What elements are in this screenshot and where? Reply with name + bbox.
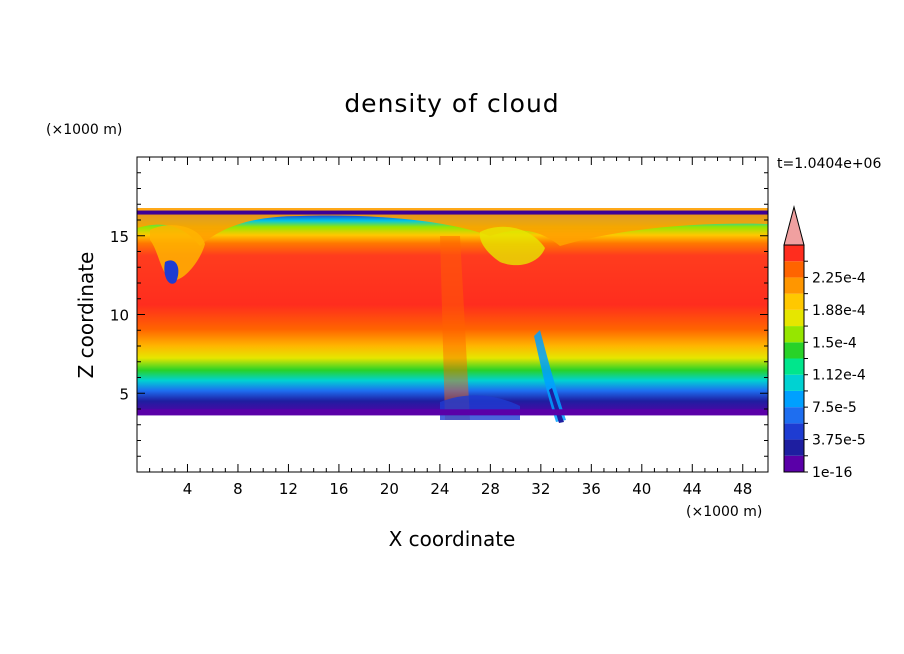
x-tick-label: 16	[329, 480, 348, 498]
cloud-top-band	[137, 210, 768, 215]
time-label: t=1.0404e+06	[777, 156, 881, 172]
y-tick-label: 15	[110, 228, 129, 246]
y-axis-unit: (×1000 m)	[46, 122, 122, 138]
colorbar-swatch	[784, 439, 804, 456]
chart-title: density of cloud	[344, 89, 559, 118]
colorbar-tick-label: 1.12e-4	[812, 368, 866, 384]
x-tick-label: 4	[183, 480, 193, 498]
x-tick-label: 12	[279, 480, 298, 498]
colorbar-swatch	[784, 293, 804, 310]
colorbar-tick-label: 1.5e-4	[812, 335, 857, 351]
colorbar-swatch	[784, 261, 804, 278]
x-axis-label: X coordinate	[389, 527, 516, 551]
colorbar-swatch	[784, 309, 804, 327]
colorbar-swatch	[784, 455, 804, 472]
colorbar-swatch	[784, 326, 804, 343]
x-tick-label: 32	[531, 480, 550, 498]
colorbar-tick-label: 2.25e-4	[812, 270, 866, 286]
x-tick-label: 28	[481, 480, 500, 498]
x-axis-ticks: 4 8 12 16 20 24 28 32 36 40 44 48	[149, 157, 756, 498]
cloud-base-band	[137, 409, 768, 416]
x-tick-label: 8	[233, 480, 243, 498]
cloud-top-dark-band	[137, 208, 768, 246]
colorbar: 1e-16 3.75e-5 7.5e-5 1.12e-4 1.5e-4 1.88e-4 2.…	[783, 205, 866, 481]
x-tick-label: 24	[430, 480, 449, 498]
density-field	[137, 208, 768, 423]
eddy-left	[150, 225, 205, 281]
x-tick-label: 20	[380, 480, 399, 498]
colorbar-tick-label: 3.75e-5	[812, 433, 866, 449]
y-tick-label: 5	[119, 385, 129, 403]
colorbar-over-arrow	[783, 205, 805, 246]
vertical-band	[440, 236, 470, 420]
y-tick-label: 10	[110, 307, 129, 325]
eddy-left-core	[164, 260, 179, 284]
colorbar-swatch	[784, 423, 804, 440]
colorbar-tick-label: 1.88e-4	[812, 303, 866, 319]
x-tick-label: 36	[582, 480, 601, 498]
x-tick-label: 44	[683, 480, 702, 498]
y-axis-label: Z coordinate	[74, 252, 98, 379]
colorbar-swatch	[784, 245, 804, 262]
cloud-layer	[137, 210, 768, 416]
colorbar-swatch	[784, 277, 804, 294]
x-tick-label: 40	[632, 480, 651, 498]
x-tick-label: 48	[733, 480, 752, 498]
colorbar-tick-label: 7.5e-5	[812, 400, 857, 416]
y-axis-ticks: 5 10 15	[110, 172, 768, 457]
colorbar-swatch	[784, 358, 804, 375]
x-axis-unit: (×1000 m)	[686, 504, 762, 520]
colorbar-swatch	[784, 407, 804, 424]
eddy-mid	[479, 226, 545, 266]
downdraft	[534, 330, 566, 422]
colorbar-swatch	[784, 374, 804, 391]
colorbar-tick-label: 1e-16	[812, 465, 852, 481]
colorbar-swatch	[784, 390, 804, 408]
colorbar-swatch	[784, 342, 804, 359]
